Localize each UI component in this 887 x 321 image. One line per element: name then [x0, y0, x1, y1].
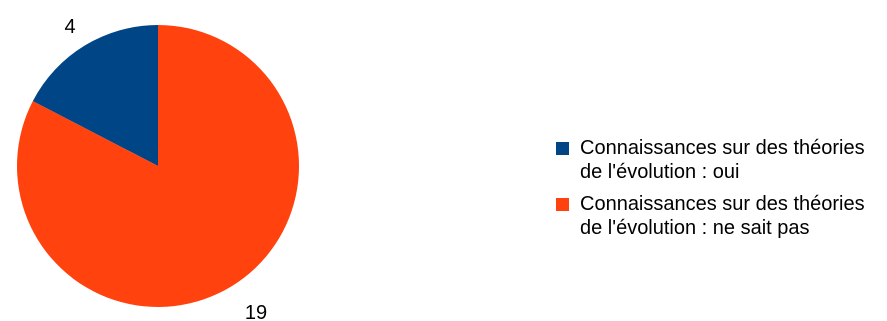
slice-label-oui: 4: [64, 16, 75, 38]
legend-item-ne-sait-pas: Connaissances sur des théories de l'évol…: [556, 192, 876, 240]
legend-swatch-oui: [556, 142, 569, 155]
legend-label-ne-sait-pas: Connaissances sur des théories de l'évol…: [580, 193, 865, 239]
legend-item-oui: Connaissances sur des théories de l'évol…: [556, 136, 876, 184]
slice-label-ne-sait-pas: 19: [245, 302, 267, 321]
legend-label-oui: Connaissances sur des théories de l'évol…: [580, 137, 865, 183]
pie-slices: [17, 25, 300, 308]
pie-slice-0: [32, 25, 159, 166]
legend: Connaissances sur des théories de l'évol…: [556, 136, 876, 248]
pie-slice-1: [17, 25, 300, 308]
legend-swatch-ne-sait-pas: [556, 198, 569, 211]
